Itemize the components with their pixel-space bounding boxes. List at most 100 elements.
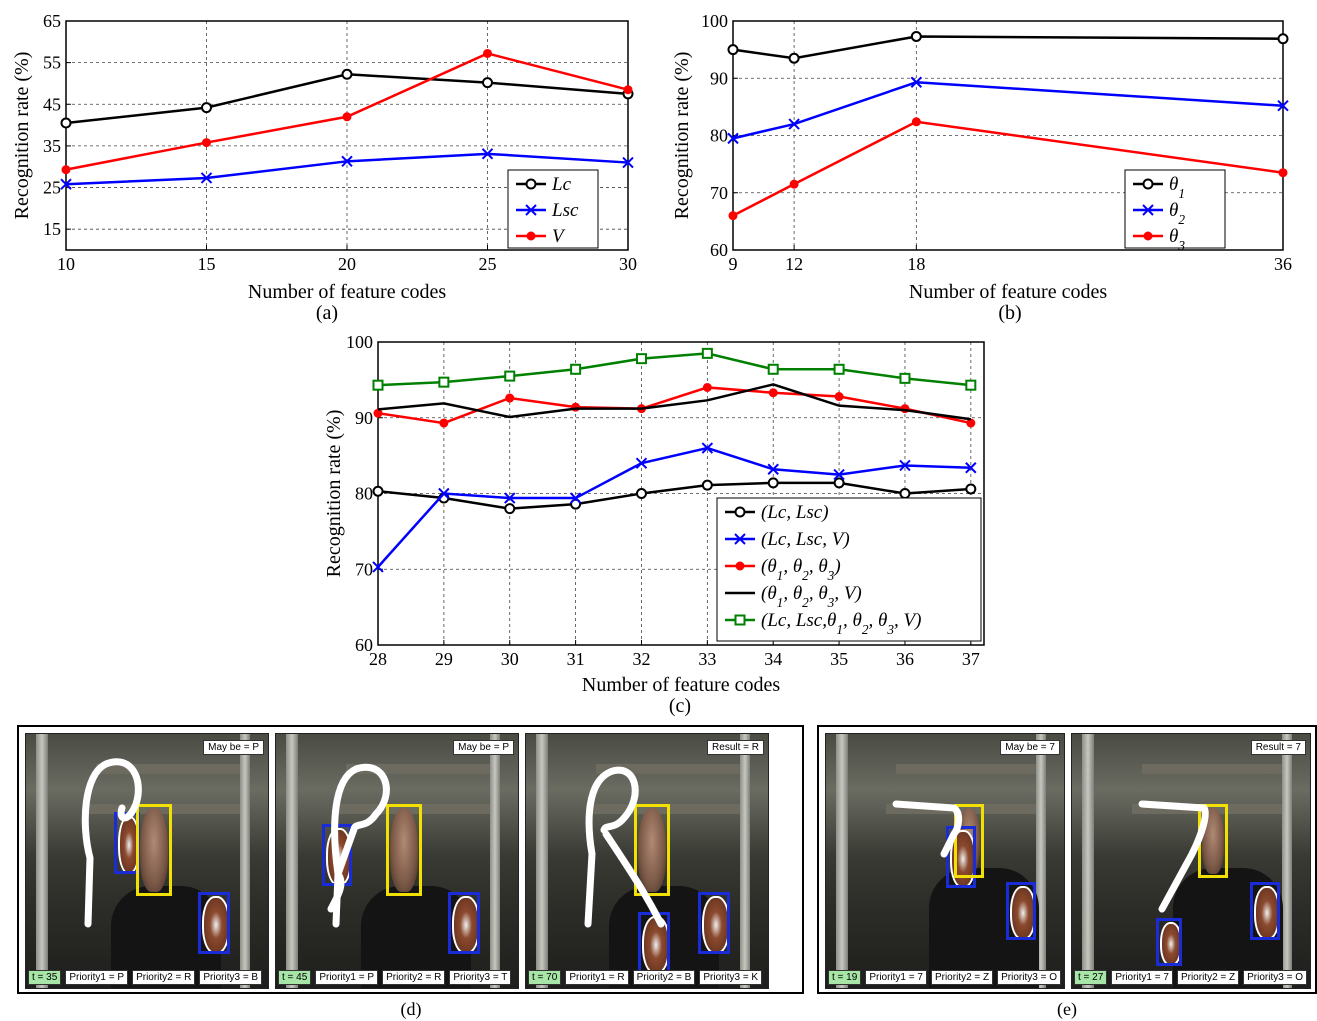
series-line bbox=[377, 352, 971, 387]
priority-label: Priority3 = T bbox=[449, 970, 512, 985]
scene-rack bbox=[836, 734, 848, 988]
trajectory-path bbox=[584, 766, 665, 928]
legend-marker bbox=[1142, 204, 1154, 216]
data-point bbox=[635, 457, 648, 469]
y-tick-label: 70 bbox=[355, 559, 373, 579]
hand-bounding-box bbox=[198, 892, 230, 954]
legend-marker bbox=[525, 204, 537, 216]
data-point bbox=[834, 392, 844, 402]
y-tick-label: 90 bbox=[710, 68, 728, 88]
x-tick-label: 12 bbox=[785, 254, 803, 274]
trajectory-path bbox=[81, 758, 142, 928]
data-point bbox=[622, 156, 634, 169]
data-point bbox=[1277, 33, 1289, 45]
priority-label: Priority2 = R bbox=[132, 970, 196, 985]
legend-marker bbox=[734, 506, 746, 518]
series-0 bbox=[60, 68, 634, 129]
time-badge: t = 70 bbox=[528, 970, 562, 985]
series-line bbox=[377, 383, 971, 421]
data-point bbox=[372, 379, 384, 391]
data-point bbox=[623, 85, 633, 95]
x-axis-label: Number of feature codes bbox=[248, 281, 446, 303]
priority-label: Priority3 = O bbox=[997, 970, 1061, 985]
x-tick-label: 35 bbox=[830, 649, 848, 669]
status-bar: t = 27 Priority1 = 7 Priority2 = Z Priority… bbox=[1074, 970, 1308, 985]
panel-e-caption: (e) bbox=[1057, 999, 1077, 1020]
time-badge: t = 19 bbox=[828, 970, 862, 985]
data-point bbox=[202, 138, 211, 148]
scene-rack bbox=[36, 734, 48, 988]
data-point bbox=[570, 363, 582, 375]
x-tick-label: 30 bbox=[619, 254, 637, 274]
legend-marker bbox=[525, 178, 537, 190]
series-line bbox=[732, 80, 1284, 140]
person-face bbox=[140, 808, 168, 892]
person-face bbox=[1202, 808, 1224, 874]
prediction-label: May be = P bbox=[453, 740, 514, 755]
legend: Lc Lsc V bbox=[507, 169, 599, 249]
data-point bbox=[788, 118, 800, 130]
priority-label: Priority2 = Z bbox=[930, 970, 994, 985]
data-point bbox=[768, 388, 778, 398]
data-point bbox=[965, 379, 977, 391]
y-tick-label: 80 bbox=[355, 484, 373, 504]
y-tick-label: 100 bbox=[346, 332, 373, 352]
hand-bounding-box bbox=[1156, 918, 1182, 966]
video-frame: May be = P t = 45 Priority1 = P Priority2 =… bbox=[275, 733, 519, 989]
series-2 bbox=[61, 48, 633, 175]
data-point bbox=[910, 76, 923, 88]
x-tick-label: 33 bbox=[698, 649, 716, 669]
y-tick-label: 70 bbox=[710, 183, 728, 203]
data-point bbox=[702, 382, 712, 392]
legend: (Lc, Lsc) (Lc, Lsc, V) (θ1, θ2, θ3)(θ1, θ2… bbox=[716, 497, 982, 642]
scene-shelf bbox=[586, 804, 740, 814]
x-tick-label: 36 bbox=[896, 649, 914, 669]
scene-rack bbox=[1082, 734, 1094, 988]
x-tick-label: 34 bbox=[764, 649, 782, 669]
data-point bbox=[61, 165, 71, 175]
prediction-label: May be = P bbox=[203, 740, 264, 755]
series-2 bbox=[728, 117, 1288, 221]
y-tick-label: 45 bbox=[43, 94, 61, 114]
scene-rack bbox=[1282, 734, 1292, 988]
face-bounding-box bbox=[634, 804, 670, 896]
x-tick-label: 9 bbox=[729, 254, 738, 274]
scene-shelf bbox=[96, 764, 240, 774]
scene-shelf bbox=[886, 804, 1036, 814]
y-tick-label: 100 bbox=[701, 11, 728, 31]
data-point bbox=[60, 117, 72, 129]
chart-caption: (a) bbox=[316, 302, 338, 324]
x-axis-label: Number of feature codes bbox=[909, 281, 1107, 303]
status-bar: t = 19 Priority1 = 7 Priority2 = Z Priority… bbox=[828, 970, 1062, 985]
x-tick-label: 32 bbox=[632, 649, 650, 669]
scene-shelf bbox=[896, 764, 1036, 774]
data-point bbox=[201, 102, 212, 114]
data-point bbox=[504, 492, 516, 504]
data-point bbox=[899, 459, 911, 472]
prediction-label: Result = 7 bbox=[1250, 740, 1306, 755]
trajectory-path bbox=[327, 763, 390, 928]
scene-shelf bbox=[596, 764, 740, 774]
status-bar: t = 70 Priority1 = R Priority2 = B Priority… bbox=[528, 970, 766, 985]
data-point bbox=[701, 479, 713, 491]
gesture-trajectory bbox=[892, 800, 963, 858]
trajectory-path bbox=[1138, 800, 1209, 913]
time-badge: t = 45 bbox=[278, 970, 312, 985]
priority-label: Priority2 = Z bbox=[1176, 970, 1240, 985]
x-tick-label: 18 bbox=[907, 254, 925, 274]
priority-label: Priority1 = P bbox=[315, 970, 379, 985]
scene-shelf bbox=[86, 804, 240, 814]
x-tick-label: 15 bbox=[198, 254, 216, 274]
data-point bbox=[569, 492, 582, 504]
data-point bbox=[341, 68, 353, 80]
data-point bbox=[767, 477, 779, 489]
legend-box bbox=[716, 497, 982, 642]
data-point bbox=[701, 347, 713, 359]
legend-label: (Lc, Lsc) bbox=[761, 502, 829, 523]
data-point bbox=[701, 442, 714, 454]
y-tick-label: 90 bbox=[355, 408, 373, 428]
legend-label: (θ1, θ2, θ3, V) bbox=[761, 583, 862, 610]
series-4 bbox=[372, 347, 977, 391]
